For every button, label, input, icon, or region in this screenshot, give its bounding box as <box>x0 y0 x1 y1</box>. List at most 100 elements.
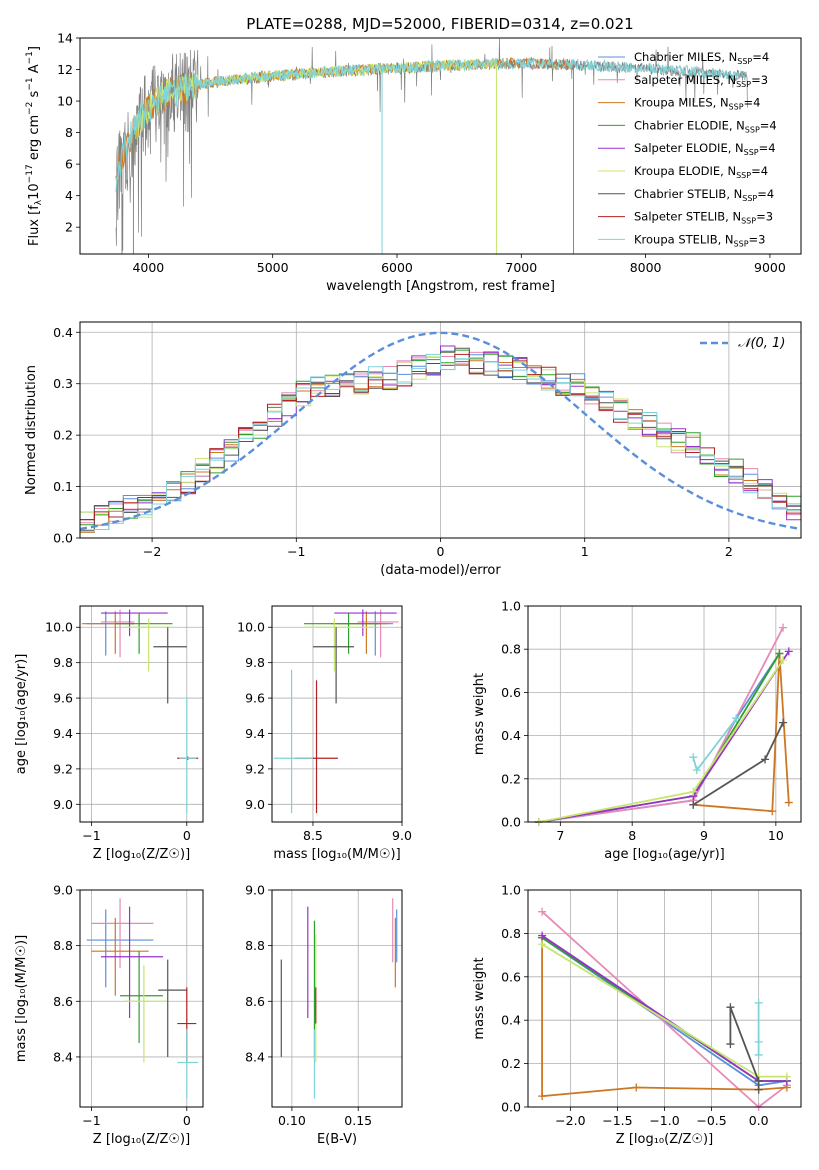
y-axis-label: mass [log₁₀(M/M☉)] <box>14 935 29 1062</box>
y-tick-label: 0.0 <box>53 531 73 546</box>
y-tick-label: 0.4 <box>501 728 521 743</box>
weight-point-marker <box>754 1076 763 1085</box>
legend-label: Chabrier MILES, NSSP=4 <box>634 50 769 66</box>
legend-text: Kroupa ELODIE, N <box>634 164 736 178</box>
legend-suffix: =3 <box>749 232 766 246</box>
legend-text: Kroupa MILES, N <box>634 96 729 110</box>
x-tick-label: 8 <box>628 828 636 843</box>
y-tick-label: 9.0 <box>245 883 265 898</box>
x-tick-label: 0.0 <box>749 1113 769 1128</box>
axes-frame <box>527 605 802 823</box>
weight-point-marker <box>689 800 698 809</box>
x-axis-label: mass [log₁₀(M/M☉)] <box>273 847 400 862</box>
weight-point-marker <box>538 931 547 940</box>
x-axis-label: (data-model)/error <box>380 563 501 578</box>
x-tick-label: 8000 <box>630 260 662 275</box>
x-tick-label: −1 <box>82 828 100 843</box>
y-tick-label: 0.3 <box>53 376 73 391</box>
weight-series-line <box>538 650 790 823</box>
y-tick-label: 0.6 <box>501 685 521 700</box>
legend-text: Salpeter ELODIE, N <box>634 141 744 155</box>
x-tick-label: −2.0 <box>555 1113 585 1128</box>
x-tick-label: −1 <box>82 1113 100 1128</box>
legend-text: Chabrier STELIB, N <box>634 187 742 201</box>
weight-point-marker <box>754 998 763 1007</box>
y-tick-label: 9.4 <box>53 726 73 741</box>
weight-point-marker <box>538 907 547 916</box>
x-axis-label: Z [log₁₀(Z/Z☉)] <box>93 1132 190 1147</box>
weight-point-marker <box>784 798 793 807</box>
x-tick-label: 1 <box>581 544 589 559</box>
legend-label: Kroupa STELIB, NSSP=3 <box>634 232 765 248</box>
legend-suffix: =4 <box>751 164 768 178</box>
y-tick-label: 8.4 <box>245 1049 265 1064</box>
y-tick-label: 9.0 <box>245 797 265 812</box>
legend-text: Chabrier MILES, N <box>634 50 737 64</box>
y-axis-label: mass weight <box>472 673 487 755</box>
weight-point-marker <box>775 649 784 658</box>
y-tick-label: 0.2 <box>53 428 73 443</box>
spectrum-panel: 4000 5000 6000 7000 8000 9000 2 4 6 8 10 12 14 wavele… <box>25 31 802 294</box>
y-tick-label: 2 <box>65 220 73 235</box>
spectrum-curves <box>115 38 748 254</box>
legend-text: Salpeter STELIB, N <box>634 210 741 224</box>
figure-title: PLATE=0288, MJD=52000, FIBERID=0314, z=0… <box>246 15 633 33</box>
weight-series-line <box>692 722 784 806</box>
weight-point-marker <box>754 1085 763 1094</box>
weight-point-marker <box>754 1050 763 1059</box>
mass-weight-vs-metallicity-panel: −2.0 −1.5 −1.0 −0.5 0.0 0.0 0.2 0.4 0.6 0.8 1.0 Z [… <box>472 883 802 1147</box>
age-vs-metallicity-panel: −1 0 9.0 9.2 9.4 9.6 9.8 10.0 Z [log₁₀(Z/Z☉)] age… <box>14 605 204 862</box>
normal-distribution-curve <box>80 331 801 531</box>
x-tick-label: 0 <box>437 544 445 559</box>
x-tick-label: 9.0 <box>392 828 412 843</box>
legend-subscript: SSP <box>745 125 760 134</box>
legend-subscript: SSP <box>741 217 756 226</box>
axes-frame <box>527 889 802 1108</box>
weight-point-marker <box>689 787 698 796</box>
x-tick-label: 0.10 <box>278 1113 306 1128</box>
legend-subscript: SSP <box>737 57 752 66</box>
x-tick-label: 10 <box>768 828 784 843</box>
x-tick-label: −1.5 <box>602 1113 632 1128</box>
x-tick-label: 0 <box>183 828 191 843</box>
legend-label: Salpeter ELODIE, NSSP=4 <box>634 141 776 157</box>
x-axis-label: Z [log₁₀(Z/Z☉)] <box>93 847 190 862</box>
y-tick-label: 9.0 <box>53 883 73 898</box>
y-tick-label: 9.4 <box>245 726 265 741</box>
x-tick-label: 4000 <box>132 260 164 275</box>
weight-point-marker <box>782 1072 791 1081</box>
y-tick-label: 0.2 <box>501 1056 521 1071</box>
weight-series-line <box>538 627 784 823</box>
weight-point-marker <box>779 656 788 664</box>
y-tick-label: 0.8 <box>501 642 521 657</box>
model-spectrum-line <box>115 57 746 193</box>
residual-histogram-panel: −2 −1 0 1 2 0.0 0.1 0.2 0.3 0.4 (data-model)/error… <box>24 321 802 578</box>
legend-label: Salpeter STELIB, NSSP=3 <box>634 210 773 226</box>
histogram-series <box>80 353 801 533</box>
x-axis-label: Z [log₁₀(Z/Z☉)] <box>616 1132 713 1147</box>
y-tick-label: 1.0 <box>501 883 521 898</box>
weight-point-marker <box>784 647 793 656</box>
legend-subscript: SSP <box>734 239 749 248</box>
y-tick-label: 8.8 <box>245 938 265 953</box>
x-tick-label: 7000 <box>505 260 537 275</box>
y-tick-label: 9.8 <box>245 655 265 670</box>
x-tick-label: 2 <box>725 544 733 559</box>
legend-suffix: =3 <box>756 210 773 224</box>
legend-subscript: SSP <box>729 103 744 112</box>
legend-suffix: =3 <box>751 73 768 87</box>
legend-suffix: =4 <box>752 50 769 64</box>
y-tick-label: 14 <box>57 31 73 46</box>
weight-series-line <box>538 653 781 823</box>
y-tick-label: 8.4 <box>53 1049 73 1064</box>
weight-series-line <box>538 653 781 823</box>
weight-point-marker <box>726 1040 735 1049</box>
x-tick-label: −2 <box>143 544 161 559</box>
legend-label: Salpeter MILES, NSSP=3 <box>634 73 768 89</box>
x-axis-label: age [log₁₀(age/yr)] <box>604 847 725 862</box>
y-tick-label: 0.0 <box>501 1100 521 1115</box>
x-tick-label: 9 <box>700 828 708 843</box>
weight-series-line <box>729 1006 760 1090</box>
y-axis-label: age [log₁₀(age/yr)] <box>14 654 29 775</box>
